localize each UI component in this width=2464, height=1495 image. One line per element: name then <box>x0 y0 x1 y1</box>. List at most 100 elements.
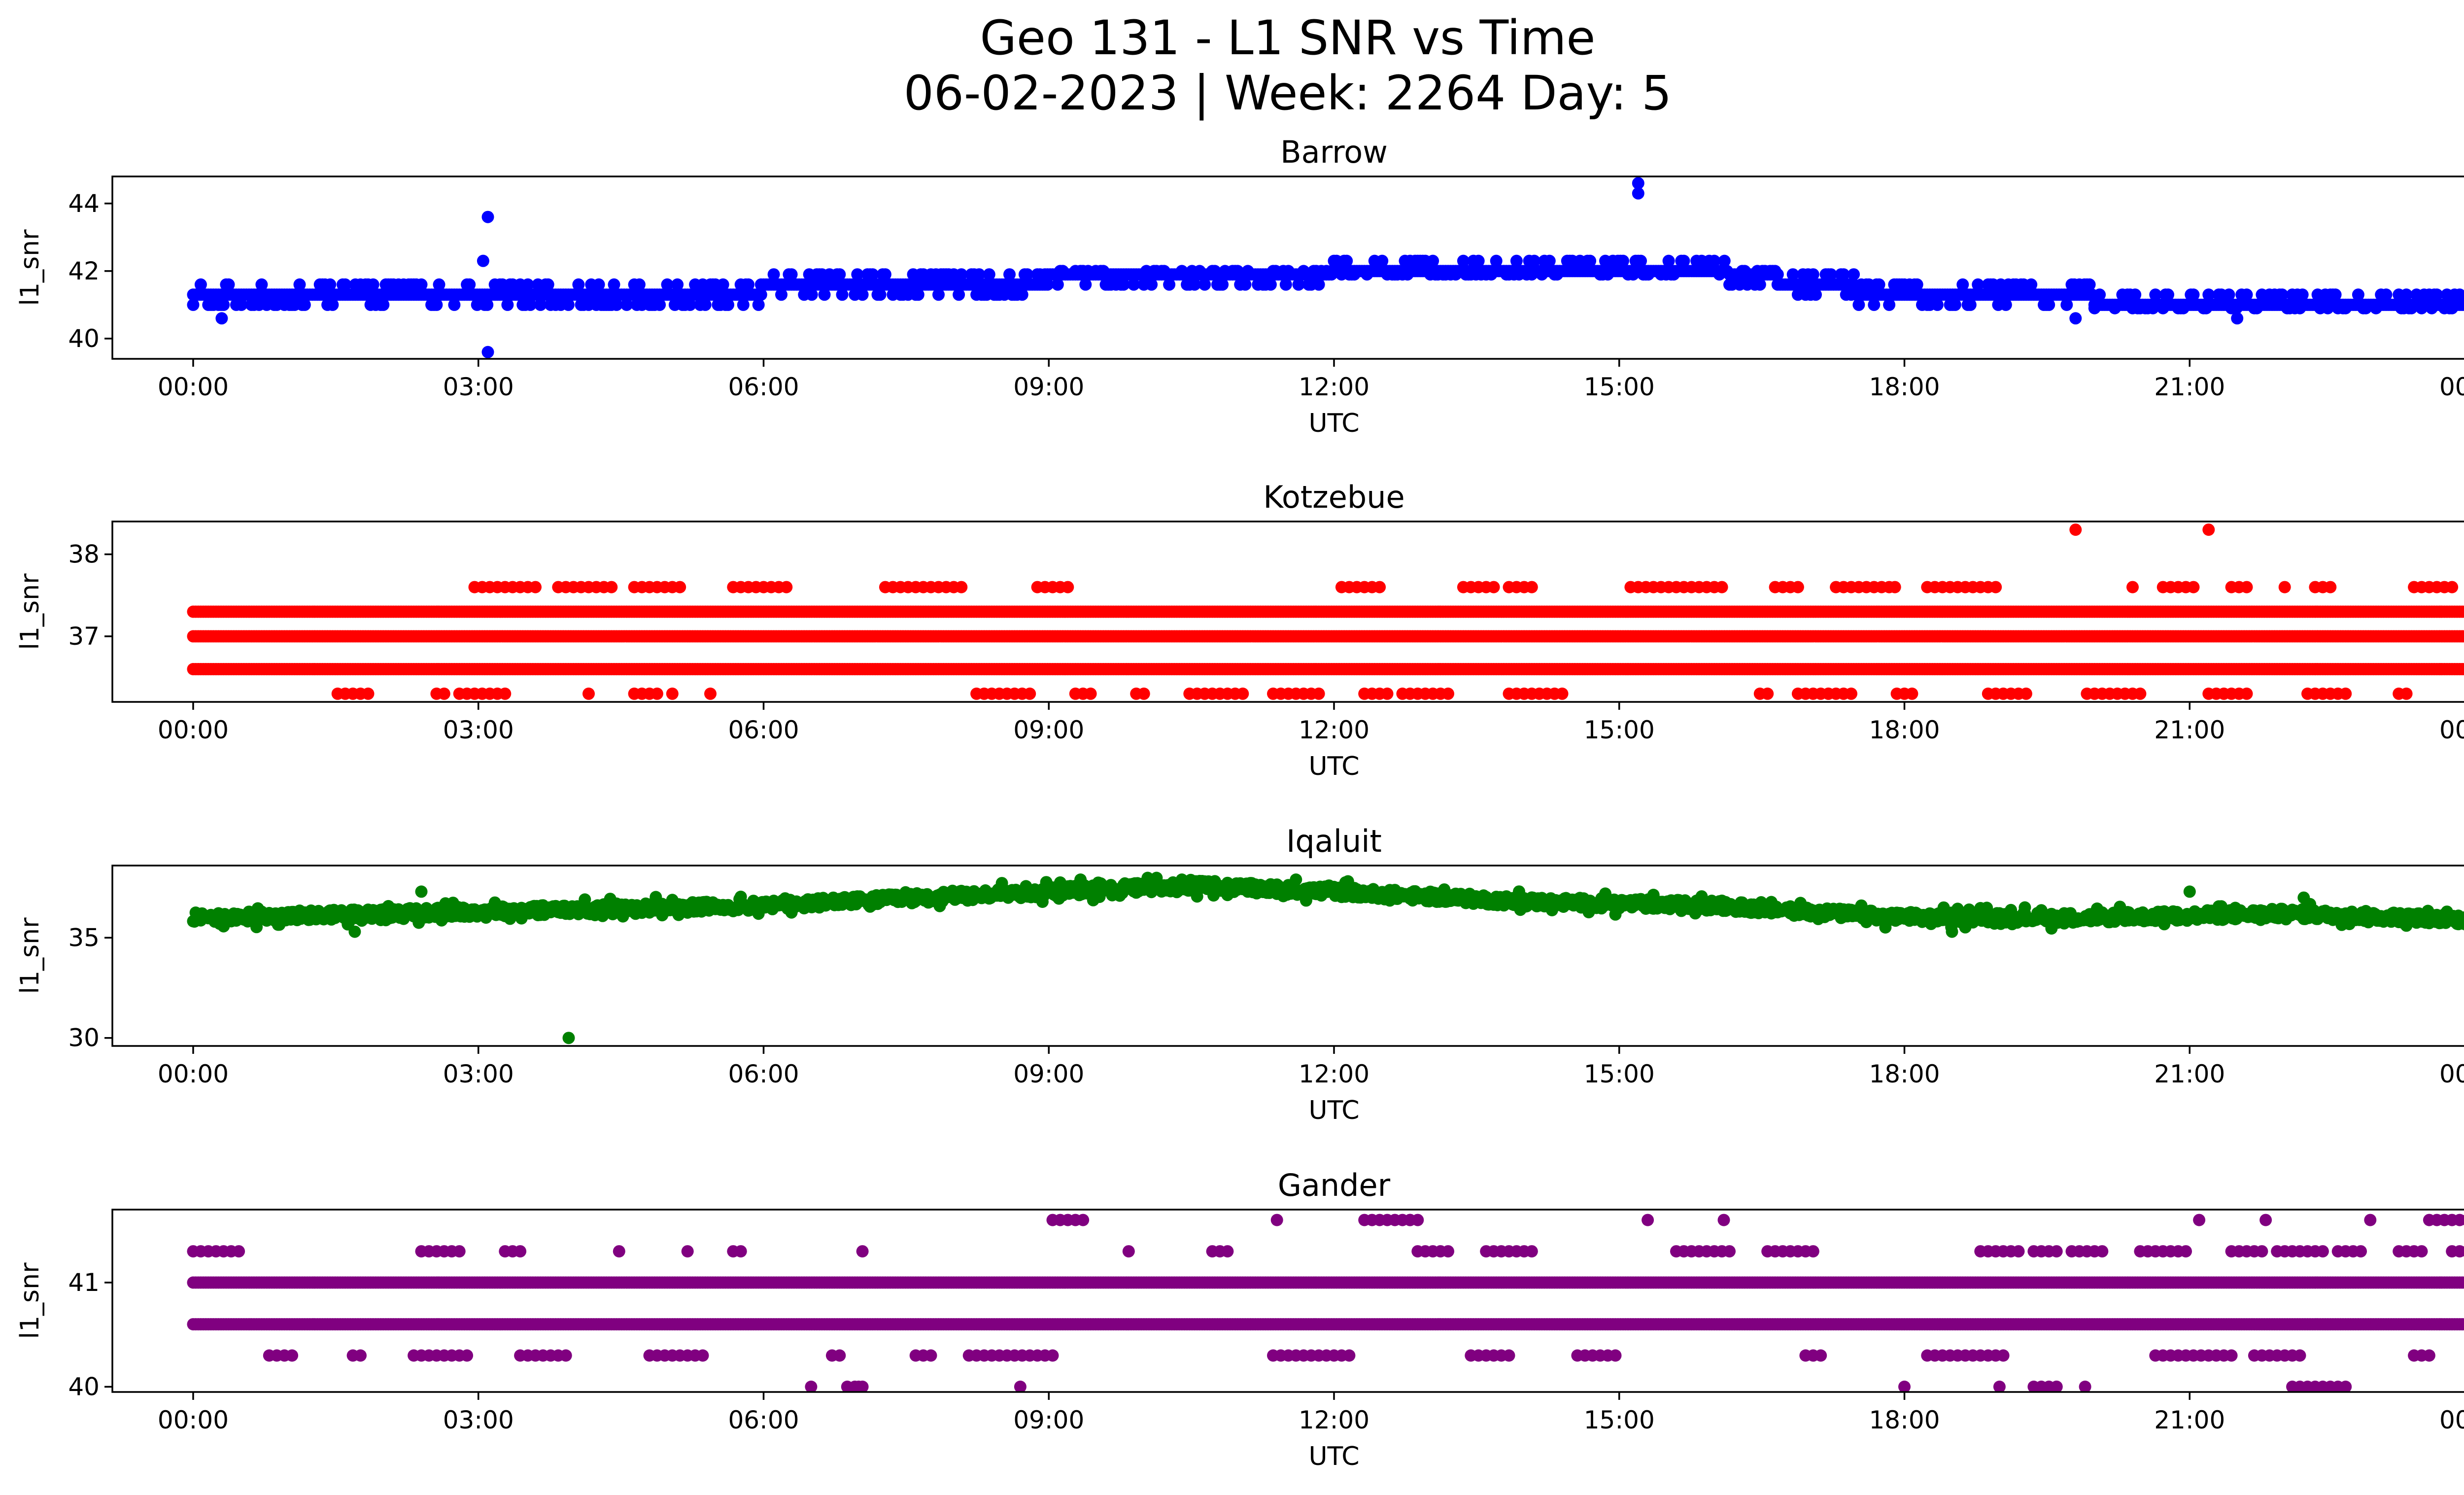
data-point <box>524 298 537 311</box>
data-point <box>293 278 306 291</box>
iqaluit-points <box>187 871 2464 1044</box>
data-point <box>836 288 849 301</box>
data-point <box>1888 581 1901 593</box>
data-point <box>767 268 780 281</box>
data-point <box>324 278 337 291</box>
barrow-y-axis-label: l1_snr <box>15 229 45 306</box>
data-point <box>2446 581 2459 593</box>
data-point <box>2240 581 2253 593</box>
figure-title-line1: Geo 131 - L1 SNR vs Time <box>980 10 1596 66</box>
data-point <box>298 298 311 311</box>
iqaluit-title: Iqaluit <box>1286 823 1382 859</box>
data-point <box>2093 288 2106 301</box>
data-point <box>1376 254 1389 267</box>
data-point <box>983 268 995 281</box>
data-point <box>1117 278 1130 291</box>
data-point <box>448 298 461 311</box>
x-tick-label: 15:00 <box>1584 373 1655 401</box>
x-tick-label: 00:00 <box>2439 373 2464 401</box>
x-tick-label: 06:00 <box>728 373 799 401</box>
data-point <box>605 581 618 593</box>
data-point <box>932 288 945 301</box>
data-point <box>1137 687 1150 700</box>
data-point <box>2240 288 2253 301</box>
data-point <box>2329 288 2342 301</box>
data-point <box>362 687 375 700</box>
data-point <box>1810 288 1822 301</box>
data-point <box>610 298 623 311</box>
data-point <box>481 298 494 311</box>
data-point <box>477 254 489 267</box>
data-point <box>1292 278 1305 291</box>
data-point <box>2126 581 2139 593</box>
data-point <box>1061 581 1074 593</box>
data-point <box>235 298 248 311</box>
data-point <box>1051 278 1064 291</box>
data-point <box>433 278 445 291</box>
x-tick-label: 21:00 <box>2154 716 2225 744</box>
data-point <box>1525 581 1538 593</box>
kotzebue-y-axis-label: l1_snr <box>15 573 45 650</box>
data-point <box>633 278 646 291</box>
barrow-x-axis-label: UTC <box>1308 409 1359 438</box>
x-tick-label: 18:00 <box>1869 373 1940 401</box>
data-point <box>1373 581 1386 593</box>
data-point <box>1340 254 1353 267</box>
data-point <box>222 278 235 291</box>
data-point <box>879 268 891 281</box>
data-point <box>1718 254 1731 267</box>
y-tick-label: 40 <box>68 324 100 353</box>
y-tick-label: 37 <box>68 622 100 651</box>
data-point <box>1584 254 1597 267</box>
x-tick-label: 12:00 <box>1299 716 1369 744</box>
data-point <box>1708 254 1721 267</box>
data-point <box>2400 288 2413 301</box>
data-point <box>1845 687 1857 700</box>
barrow-points <box>187 177 2464 358</box>
x-tick-label: 03:00 <box>443 716 514 744</box>
data-point <box>2240 687 2253 700</box>
data-point <box>1632 177 1644 190</box>
data-point <box>2043 298 2055 311</box>
data-point <box>1632 187 1644 200</box>
data-point <box>785 268 798 281</box>
data-point <box>2129 288 2142 301</box>
data-point <box>805 288 818 301</box>
data-point <box>856 288 869 301</box>
data-point <box>1999 298 2012 311</box>
data-point <box>377 298 390 311</box>
data-point <box>1264 278 1277 291</box>
data-point <box>1906 687 1918 700</box>
data-point <box>2461 299 2464 311</box>
data-point <box>2162 288 2174 301</box>
data-point <box>684 298 696 311</box>
data-point <box>2025 278 2038 291</box>
data-point <box>1128 278 1140 291</box>
data-point <box>699 298 712 311</box>
barrow-title: Barrow <box>1280 134 1388 170</box>
data-point <box>1024 687 1036 700</box>
data-point <box>521 278 534 291</box>
data-point <box>818 288 831 301</box>
data-point <box>501 298 514 311</box>
data-point <box>1956 278 1969 291</box>
data-point <box>534 298 547 311</box>
data-point <box>742 278 755 291</box>
data-point <box>1807 268 1819 281</box>
data-point <box>481 346 494 358</box>
data-point <box>671 278 684 291</box>
data-point <box>953 288 965 301</box>
data-point <box>255 278 268 291</box>
data-point <box>717 278 729 291</box>
data-point <box>2276 288 2289 301</box>
data-point <box>674 581 686 593</box>
data-point <box>1964 298 1977 311</box>
data-point <box>2069 523 2082 536</box>
data-point <box>1824 268 1837 281</box>
data-point <box>1528 254 1540 267</box>
data-point <box>722 298 734 311</box>
data-point <box>2223 288 2235 301</box>
data-point <box>2019 687 2032 700</box>
